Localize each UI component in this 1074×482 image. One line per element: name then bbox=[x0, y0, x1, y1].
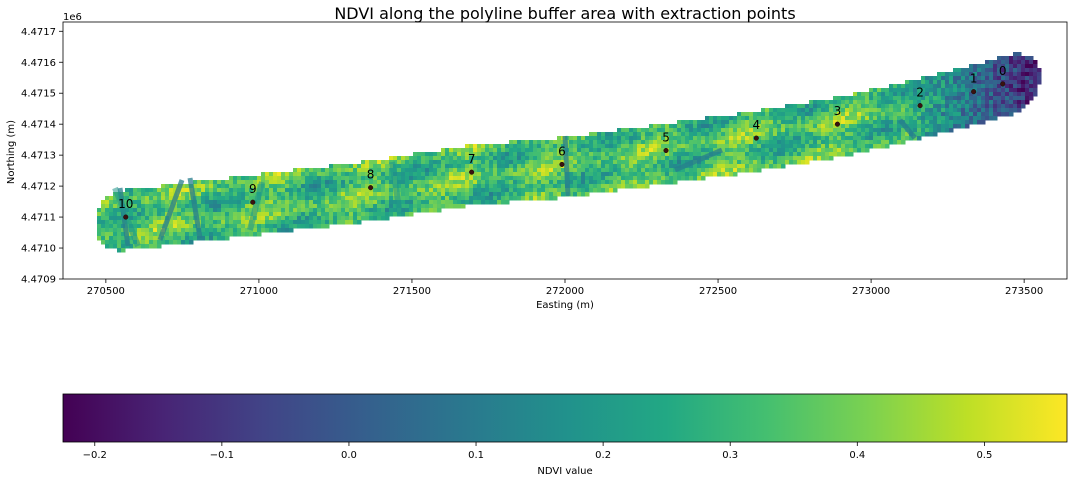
extraction-point-marker bbox=[917, 103, 923, 109]
ndvi-raster bbox=[97, 52, 1042, 253]
colorbar-tick-label: 0.4 bbox=[849, 450, 865, 461]
colorbar-label: NDVI value bbox=[537, 466, 592, 477]
extraction-point-marker bbox=[469, 169, 475, 175]
extraction-point-label: 10 bbox=[118, 197, 133, 211]
colorbar-tick-label: −0.2 bbox=[83, 450, 107, 461]
colorbar-tick-label: 0.2 bbox=[595, 450, 611, 461]
extraction-point-label: 9 bbox=[249, 182, 257, 196]
colorbar-tick-label: 0.0 bbox=[341, 450, 357, 461]
y-tick-label: 4.4717 bbox=[21, 27, 56, 38]
extraction-point-label: 7 bbox=[468, 152, 476, 166]
x-tick-label: 270500 bbox=[87, 286, 125, 297]
extraction-point-marker bbox=[971, 89, 977, 95]
y-tick-label: 4.4710 bbox=[21, 244, 56, 255]
extraction-point-marker bbox=[753, 135, 759, 141]
y-tick-label: 4.4714 bbox=[21, 120, 56, 131]
x-axis-label: Easting (m) bbox=[536, 300, 594, 311]
extraction-point-marker bbox=[123, 214, 129, 220]
extraction-point-marker bbox=[663, 147, 669, 154]
x-tick-label: 273000 bbox=[852, 286, 890, 297]
extraction-point-marker bbox=[250, 199, 256, 205]
x-axis: 270500 271000 271500 272000 272500 273000 2735… bbox=[87, 279, 1043, 297]
extraction-point-marker bbox=[368, 185, 374, 191]
extraction-point-label: 4 bbox=[752, 118, 760, 132]
x-tick-label: 272000 bbox=[546, 286, 584, 297]
extraction-point-label: 0 bbox=[999, 64, 1007, 78]
extraction-point-marker bbox=[834, 121, 840, 127]
colorbar-tick-label: 0.5 bbox=[976, 450, 992, 461]
y-tick-label: 4.4709 bbox=[21, 275, 56, 286]
colorbar-axis: −0.2 −0.1 0.0 0.1 0.2 0.3 0.4 0.5 bbox=[83, 442, 992, 461]
x-tick-label: 273500 bbox=[1005, 286, 1043, 297]
extraction-point-label: 1 bbox=[970, 72, 978, 86]
x-tick-label: 271500 bbox=[393, 286, 431, 297]
extraction-point-label: 5 bbox=[662, 131, 670, 145]
x-tick-label: 272500 bbox=[699, 286, 737, 297]
y-axis: 4.4709 4.4710 4.4711 4.4712 4.4713 4.4714 4.47… bbox=[21, 27, 63, 286]
extraction-point-label: 8 bbox=[367, 168, 375, 182]
y-tick-label: 4.4716 bbox=[21, 58, 56, 69]
extraction-point-marker bbox=[559, 161, 565, 167]
y-tick-label: 4.4711 bbox=[21, 213, 56, 224]
extraction-point-label: 2 bbox=[916, 86, 924, 100]
y-axis-label: Northing (m) bbox=[6, 120, 17, 184]
y-tick-label: 4.4713 bbox=[21, 151, 56, 162]
chart-title: NDVI along the polyline buffer area with… bbox=[334, 4, 795, 23]
x-tick-label: 271000 bbox=[240, 286, 278, 297]
y-tick-label: 4.4712 bbox=[21, 182, 56, 193]
extraction-points: 0 1 2 3 4 5 6 7 8 9 10 bbox=[118, 64, 1007, 220]
y-offset-label: 1e6 bbox=[63, 12, 82, 23]
extraction-point-label: 6 bbox=[558, 144, 566, 158]
colorbar bbox=[62, 393, 1068, 443]
colorbar-tick-label: 0.3 bbox=[722, 450, 738, 461]
extraction-point-label: 3 bbox=[834, 104, 842, 118]
colorbar-tick-label: −0.1 bbox=[210, 450, 234, 461]
y-tick-label: 4.4715 bbox=[21, 89, 56, 100]
extraction-point-marker bbox=[1000, 81, 1006, 87]
colorbar-tick-label: 0.1 bbox=[468, 450, 484, 461]
